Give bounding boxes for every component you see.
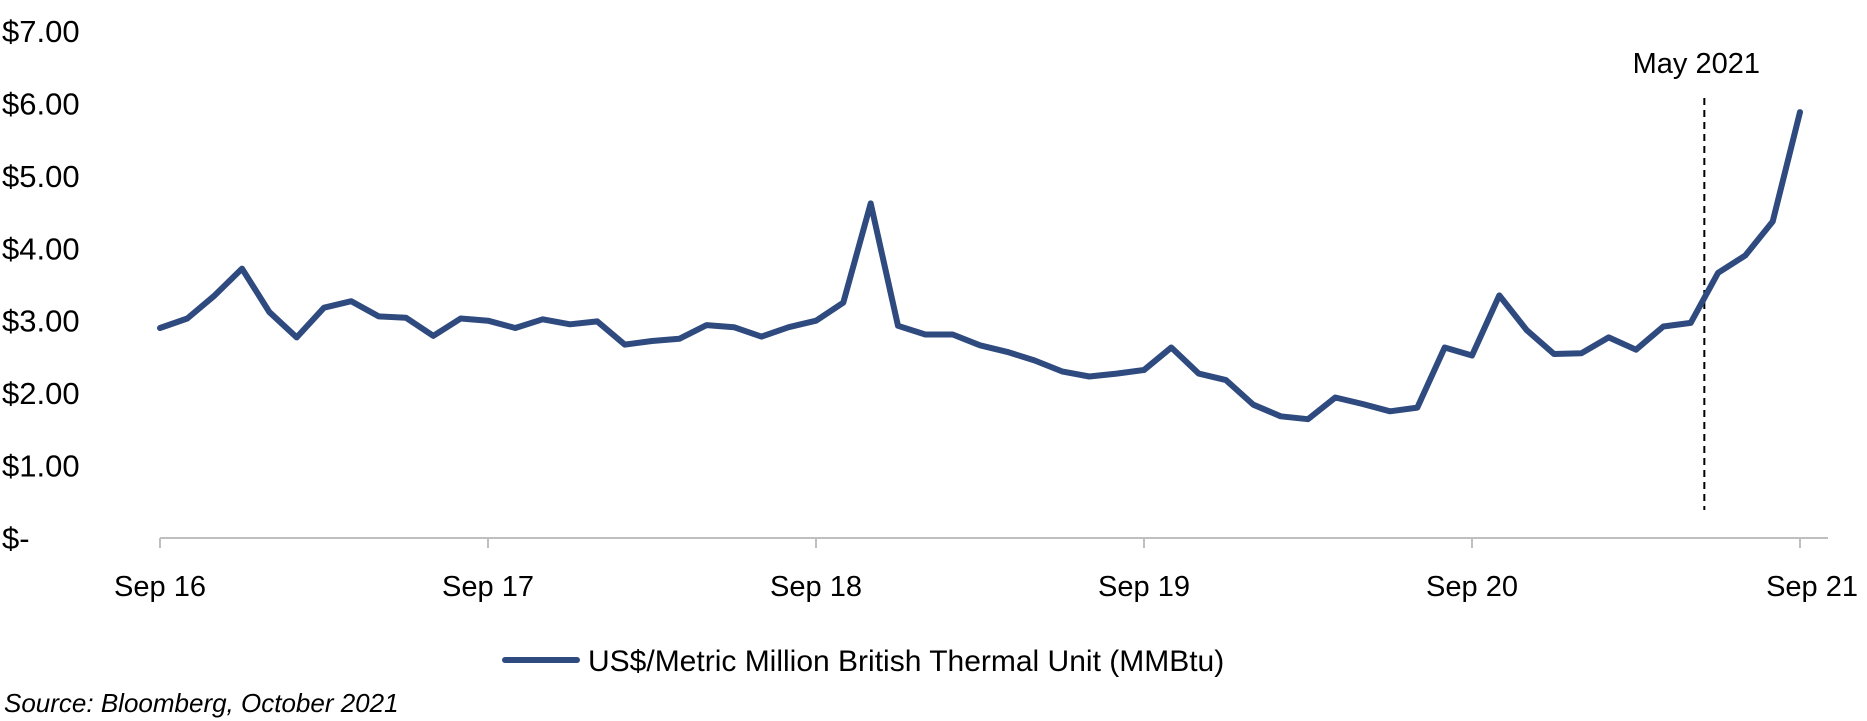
y-tick-label: $7.00 [2,14,80,49]
y-tick-label: $5.00 [2,159,80,194]
may-2021-marker-label: May 2021 [1633,48,1760,80]
source-note: Source: Bloomberg, October 2021 [4,688,399,718]
y-tick-label: $1.00 [2,449,80,484]
x-axis-ticks: Sep 16 Sep 17 Sep 18 Sep 19 Sep 20 Sep 21 [114,571,1858,603]
x-tick-label: Sep 18 [770,571,862,603]
x-tick-label: Sep 16 [114,571,206,603]
y-tick-label: $- [2,521,30,556]
y-tick-label: $2.00 [2,376,80,411]
y-tick-label: $4.00 [2,231,80,266]
x-tick-label: Sep 21 [1766,571,1858,603]
y-tick-label: $3.00 [2,304,80,339]
legend-label: US$/Metric Million British Thermal Unit … [588,645,1224,678]
legend: US$/Metric Million British Thermal Unit … [502,645,1224,678]
series-line-mmbtu [157,109,1803,423]
y-axis-ticks: $7.00 $6.00 $5.00 $4.00 $3.00 $2.00 $1.00 $- [2,14,80,556]
y-tick-label: $6.00 [2,86,80,121]
x-tick-label: Sep 20 [1426,571,1518,603]
x-tick-label: Sep 17 [442,571,534,603]
x-axis-tick-marks [159,538,1801,548]
x-tick-label: Sep 19 [1098,571,1190,603]
